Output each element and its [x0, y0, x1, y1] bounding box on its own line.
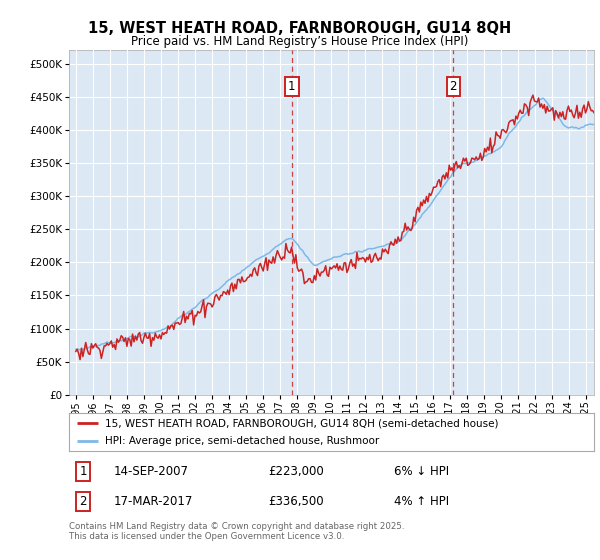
Text: 14-SEP-2007: 14-SEP-2007: [113, 465, 188, 478]
Text: 4% ↑ HPI: 4% ↑ HPI: [395, 495, 449, 508]
Text: Price paid vs. HM Land Registry’s House Price Index (HPI): Price paid vs. HM Land Registry’s House …: [131, 35, 469, 48]
Text: 15, WEST HEATH ROAD, FARNBOROUGH, GU14 8QH: 15, WEST HEATH ROAD, FARNBOROUGH, GU14 8…: [88, 21, 512, 36]
Text: £223,000: £223,000: [269, 465, 324, 478]
Text: 2: 2: [79, 495, 87, 508]
Text: 2: 2: [449, 80, 457, 94]
Text: HPI: Average price, semi-detached house, Rushmoor: HPI: Average price, semi-detached house,…: [105, 436, 379, 446]
Text: 6% ↓ HPI: 6% ↓ HPI: [395, 465, 449, 478]
Text: 1: 1: [79, 465, 87, 478]
Text: 1: 1: [288, 80, 296, 94]
Text: Contains HM Land Registry data © Crown copyright and database right 2025.
This d: Contains HM Land Registry data © Crown c…: [69, 522, 404, 542]
Text: 17-MAR-2017: 17-MAR-2017: [113, 495, 193, 508]
Text: 15, WEST HEATH ROAD, FARNBOROUGH, GU14 8QH (semi-detached house): 15, WEST HEATH ROAD, FARNBOROUGH, GU14 8…: [105, 418, 498, 428]
Text: £336,500: £336,500: [269, 495, 324, 508]
